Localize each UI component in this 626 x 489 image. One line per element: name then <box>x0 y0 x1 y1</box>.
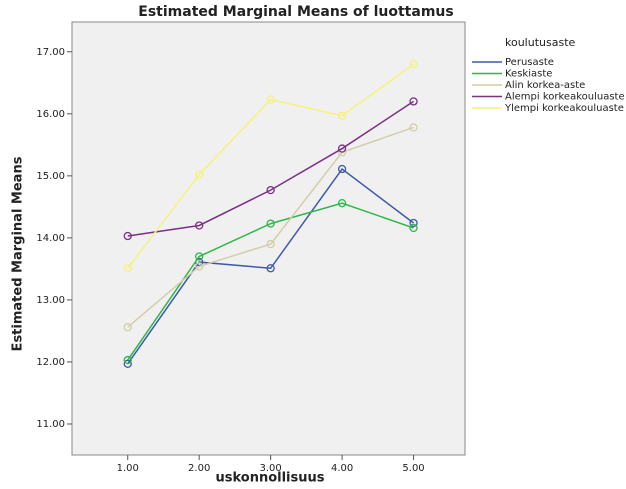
legend-label: Keskiaste <box>505 69 552 80</box>
point <box>337 198 347 208</box>
y-tick-label: 14.00 <box>36 233 65 244</box>
point <box>195 262 204 271</box>
series-line <box>127 202 414 361</box>
x-tick-label: 5.00 <box>402 463 424 474</box>
point <box>266 239 275 249</box>
y-tick-label: 17.00 <box>36 47 65 58</box>
legend-label: Alempi korkeakouluaste <box>505 92 625 103</box>
legend-label: Alin korkea-aste <box>505 80 585 91</box>
point <box>409 123 418 132</box>
legend-label: Perusaste <box>505 57 554 68</box>
point <box>266 219 275 228</box>
point <box>266 264 275 273</box>
point <box>337 144 347 153</box>
y-tick-label: 15.00 <box>36 171 65 182</box>
y-tick-label: 11.00 <box>36 419 65 430</box>
x-tick-label: 1.00 <box>117 463 139 474</box>
y-tick-label: 16.00 <box>36 109 65 120</box>
x-axis-title: uskonnollisuus <box>215 471 324 486</box>
x-tick-label: 3.00 <box>260 463 282 474</box>
y-tick-label: 12.00 <box>36 357 65 368</box>
point <box>266 185 275 195</box>
point <box>123 264 132 273</box>
point <box>123 355 132 365</box>
series-line <box>127 126 414 328</box>
point <box>266 95 275 104</box>
legend-label: Ylempi korkeakouluaste <box>504 103 624 114</box>
point <box>337 164 347 174</box>
series-line <box>127 100 414 237</box>
point <box>123 359 132 368</box>
point <box>409 223 418 233</box>
point <box>409 218 418 228</box>
point <box>195 170 204 179</box>
point <box>123 323 132 332</box>
chart-title: Estimated Marginal Means of luottamus <box>138 4 453 20</box>
legend-title: koulutusaste <box>505 36 576 49</box>
series-line <box>127 167 415 365</box>
plot-area <box>71 21 466 456</box>
point <box>195 252 204 261</box>
point <box>337 111 347 120</box>
y-axis-title: Estimated Marginal Means <box>11 156 26 351</box>
point <box>409 97 418 106</box>
x-tick-label: 4.00 <box>331 463 353 474</box>
x-tick-label: 2.00 <box>188 463 210 474</box>
point <box>195 221 204 230</box>
point <box>409 60 418 69</box>
series-line <box>127 63 414 269</box>
y-tick-label: 13.00 <box>36 295 65 306</box>
point <box>123 231 132 241</box>
